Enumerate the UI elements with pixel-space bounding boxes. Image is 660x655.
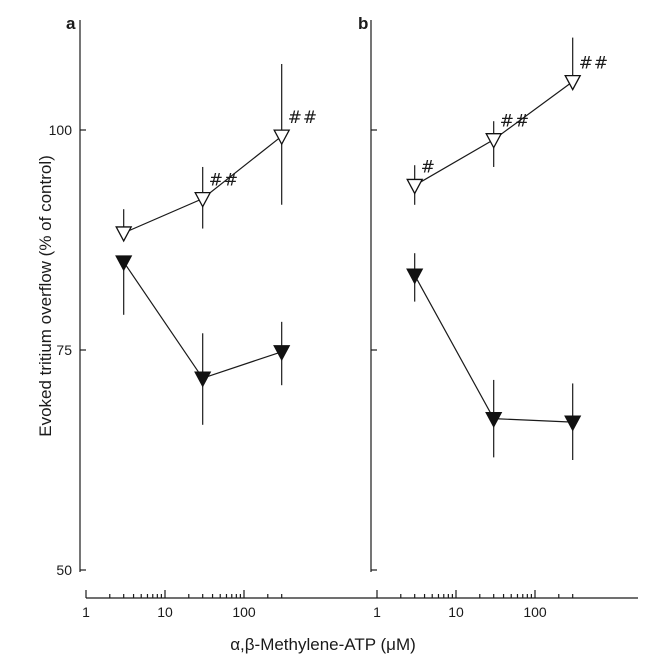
significance-label-a-1: ## <box>209 171 240 191</box>
marker-b-filled-0 <box>406 268 424 285</box>
marker-b-open-0 <box>406 178 424 195</box>
y-axis-title: Evoked tritium overflow (% of control) <box>36 155 55 437</box>
marker-a-open-0 <box>115 226 133 243</box>
x-tick-label-a-1: 1 <box>82 604 90 620</box>
marker-b-filled-1 <box>485 411 503 429</box>
significance-label-b-0: # <box>421 157 436 177</box>
marker-a-open-1 <box>194 191 212 209</box>
chart-marks: ######### <box>115 37 610 460</box>
x-tick-label-b-100: 100 <box>523 604 547 620</box>
marker-a-open-2 <box>273 129 291 146</box>
y-tick-label-75: 75 <box>56 342 72 358</box>
significance-label-b-2: ## <box>579 54 610 74</box>
x-tick-label-a-100: 100 <box>232 604 256 620</box>
panel-label-b: b <box>358 14 368 33</box>
x-tick-label-a-10: 10 <box>157 604 173 620</box>
marker-a-filled-1 <box>194 371 212 388</box>
marker-a-filled-0 <box>115 255 133 272</box>
significance-label-a-2: ## <box>288 108 319 128</box>
marker-b-filled-2 <box>564 415 582 432</box>
y-tick-label-100: 100 <box>49 122 73 138</box>
y-tick-label-50: 50 <box>56 562 72 578</box>
significance-label-b-1: ## <box>500 112 531 132</box>
panel-label-a: a <box>66 14 76 33</box>
axis-ticks: 50 75 100 1 10 100 1 10 100 <box>49 122 574 620</box>
marker-b-open-1 <box>485 133 503 150</box>
x-axis-title: α,β-Methylene-ATP (μM) <box>230 635 416 654</box>
x-tick-label-b-1: 1 <box>373 604 381 620</box>
x-tick-label-b-10: 10 <box>448 604 464 620</box>
marker-a-filled-2 <box>273 345 291 362</box>
marker-b-open-2 <box>564 74 582 91</box>
